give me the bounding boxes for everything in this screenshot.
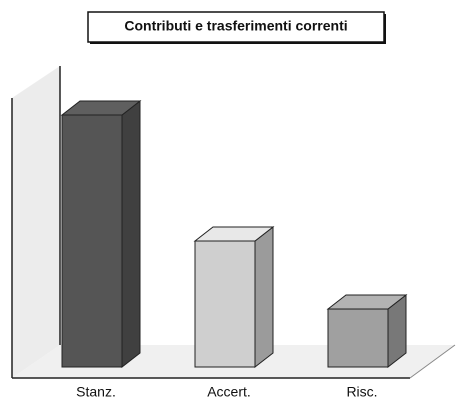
bar-side bbox=[121, 99, 141, 369]
chart-title: Contributi e trasferimenti correnti bbox=[124, 18, 347, 34]
floor-edge bbox=[409, 344, 456, 379]
bar bbox=[61, 114, 123, 368]
bar bbox=[194, 240, 256, 368]
side-wall bbox=[12, 66, 60, 378]
bar-side bbox=[254, 225, 274, 369]
title-box bbox=[87, 11, 385, 43]
x-tick-label: Accert. bbox=[207, 384, 251, 400]
x-tick-label: Stanz. bbox=[76, 384, 116, 400]
bar bbox=[327, 308, 389, 368]
x-tick-label: Risc. bbox=[346, 384, 377, 400]
